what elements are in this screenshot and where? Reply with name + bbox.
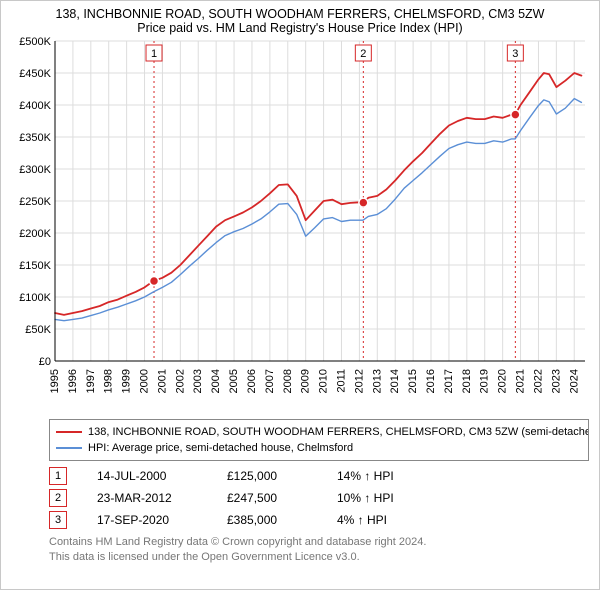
svg-text:2013: 2013 bbox=[371, 369, 383, 393]
marker-date: 17-SEP-2020 bbox=[97, 513, 197, 527]
footer: Contains HM Land Registry data © Crown c… bbox=[49, 535, 589, 565]
svg-text:£100K: £100K bbox=[19, 292, 51, 304]
svg-text:2020: 2020 bbox=[497, 369, 509, 393]
svg-text:£350K: £350K bbox=[19, 132, 51, 144]
svg-text:£500K: £500K bbox=[19, 37, 51, 48]
legend: 138, INCHBONNIE ROAD, SOUTH WOODHAM FERR… bbox=[49, 419, 589, 461]
svg-text:2018: 2018 bbox=[461, 369, 473, 393]
svg-text:2021: 2021 bbox=[515, 369, 527, 393]
legend-item: HPI: Average price, semi-detached house,… bbox=[56, 440, 582, 456]
svg-text:2016: 2016 bbox=[425, 369, 437, 393]
svg-text:1996: 1996 bbox=[67, 369, 79, 393]
chart-title: 138, INCHBONNIE ROAD, SOUTH WOODHAM FERR… bbox=[1, 7, 599, 21]
svg-text:2024: 2024 bbox=[568, 369, 580, 393]
svg-text:2005: 2005 bbox=[228, 369, 240, 393]
svg-text:1999: 1999 bbox=[121, 369, 133, 393]
line-chart: £0 £50K £100K £150K £200K £250K £300K £350K £400… bbox=[9, 37, 593, 415]
svg-text:2009: 2009 bbox=[300, 369, 312, 393]
svg-text:2007: 2007 bbox=[264, 369, 276, 393]
svg-text:2019: 2019 bbox=[479, 369, 491, 393]
svg-text:2017: 2017 bbox=[443, 369, 455, 393]
svg-text:1: 1 bbox=[151, 48, 157, 60]
svg-text:2000: 2000 bbox=[139, 369, 151, 393]
svg-text:1998: 1998 bbox=[103, 369, 115, 393]
marker-row: 2 23-MAR-2012 £247,500 10% ↑ HPI bbox=[49, 487, 589, 509]
svg-text:£200K: £200K bbox=[19, 228, 51, 240]
svg-text:£50K: £50K bbox=[25, 324, 51, 336]
chart-subtitle: Price paid vs. HM Land Registry's House … bbox=[1, 21, 599, 35]
svg-text:£150K: £150K bbox=[19, 260, 51, 272]
marker-badge: 1 bbox=[49, 467, 67, 485]
svg-text:2003: 2003 bbox=[192, 369, 204, 393]
marker-row: 3 17-SEP-2020 £385,000 4% ↑ HPI bbox=[49, 509, 589, 531]
svg-text:2006: 2006 bbox=[246, 369, 258, 393]
svg-text:2011: 2011 bbox=[335, 369, 347, 393]
svg-text:2023: 2023 bbox=[550, 369, 562, 393]
marker-badge: 3 bbox=[49, 511, 67, 529]
svg-text:2008: 2008 bbox=[282, 369, 294, 393]
marker-price: £125,000 bbox=[227, 469, 307, 483]
marker-badge: 2 bbox=[49, 489, 67, 507]
legend-label: HPI: Average price, semi-detached house,… bbox=[88, 442, 353, 454]
footer-line-2: This data is licensed under the Open Gov… bbox=[49, 550, 589, 565]
marker-date: 23-MAR-2012 bbox=[97, 491, 197, 505]
svg-text:2: 2 bbox=[360, 48, 366, 60]
svg-text:2015: 2015 bbox=[407, 369, 419, 393]
svg-text:2014: 2014 bbox=[389, 369, 401, 393]
svg-text:£250K: £250K bbox=[19, 196, 51, 208]
legend-swatch bbox=[56, 431, 82, 433]
svg-text:1997: 1997 bbox=[85, 369, 97, 393]
legend-label: 138, INCHBONNIE ROAD, SOUTH WOODHAM FERR… bbox=[88, 426, 589, 438]
svg-text:2010: 2010 bbox=[318, 369, 330, 393]
svg-text:3: 3 bbox=[512, 48, 518, 60]
marker-pct: 14% ↑ HPI bbox=[337, 469, 427, 483]
legend-swatch bbox=[56, 447, 82, 449]
marker-table: 1 14-JUL-2000 £125,000 14% ↑ HPI 2 23-MAR-201… bbox=[49, 465, 589, 531]
marker-row: 1 14-JUL-2000 £125,000 14% ↑ HPI bbox=[49, 465, 589, 487]
svg-text:2002: 2002 bbox=[174, 369, 186, 393]
chart-area: £0 £50K £100K £150K £200K £250K £300K £350K £400… bbox=[9, 37, 591, 415]
svg-text:2022: 2022 bbox=[532, 369, 544, 393]
svg-text:2004: 2004 bbox=[210, 369, 222, 393]
legend-item: 138, INCHBONNIE ROAD, SOUTH WOODHAM FERR… bbox=[56, 424, 582, 440]
svg-text:£450K: £450K bbox=[19, 68, 51, 80]
svg-text:£300K: £300K bbox=[19, 164, 51, 176]
svg-text:1995: 1995 bbox=[49, 369, 61, 393]
marker-price: £247,500 bbox=[227, 491, 307, 505]
svg-text:2012: 2012 bbox=[353, 369, 365, 393]
svg-text:2001: 2001 bbox=[156, 369, 168, 393]
marker-date: 14-JUL-2000 bbox=[97, 469, 197, 483]
footer-line-1: Contains HM Land Registry data © Crown c… bbox=[49, 535, 589, 550]
marker-price: £385,000 bbox=[227, 513, 307, 527]
marker-pct: 4% ↑ HPI bbox=[337, 513, 427, 527]
svg-text:£0: £0 bbox=[39, 356, 51, 368]
svg-text:£400K: £400K bbox=[19, 100, 51, 112]
marker-pct: 10% ↑ HPI bbox=[337, 491, 427, 505]
